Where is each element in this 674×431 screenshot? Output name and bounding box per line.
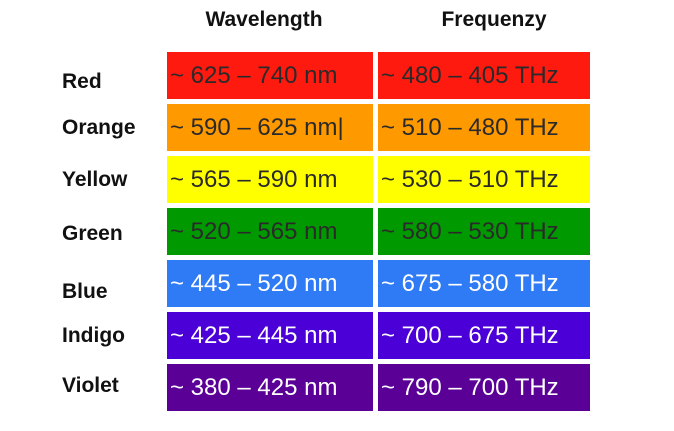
cell: ~ 380 – 425 nm xyxy=(167,364,373,411)
cell: ~ 700 – 675 THz xyxy=(378,312,590,359)
row-label: Green xyxy=(62,222,123,245)
row-label: Indigo xyxy=(62,324,125,347)
cell: ~ 565 – 590 nm xyxy=(167,156,373,203)
row-label: Yellow xyxy=(62,168,128,191)
cell: ~ 510 – 480 THz xyxy=(378,104,590,151)
cell: ~ 625 – 740 nm xyxy=(167,52,373,99)
cell: ~ 675 – 580 THz xyxy=(378,260,590,307)
row-label: Blue xyxy=(62,280,108,303)
cell: ~ 425 – 445 nm xyxy=(167,312,373,359)
cell: ~ 480 – 405 THz xyxy=(378,52,590,99)
column-header: Frequenzy xyxy=(441,8,547,31)
row-label: Violet xyxy=(62,374,119,397)
cell: ~ 590 – 625 nm| xyxy=(167,104,373,151)
cell: ~ 790 – 700 THz xyxy=(378,364,590,411)
row-label: Red xyxy=(62,70,102,93)
cell: ~ 445 – 520 nm xyxy=(167,260,373,307)
row-label: Orange xyxy=(62,116,136,139)
column-header: Wavelength xyxy=(205,8,323,31)
cell: ~ 520 – 565 nm xyxy=(167,208,373,255)
cell: ~ 580 – 530 THz xyxy=(378,208,590,255)
cell: ~ 530 – 510 THz xyxy=(378,156,590,203)
